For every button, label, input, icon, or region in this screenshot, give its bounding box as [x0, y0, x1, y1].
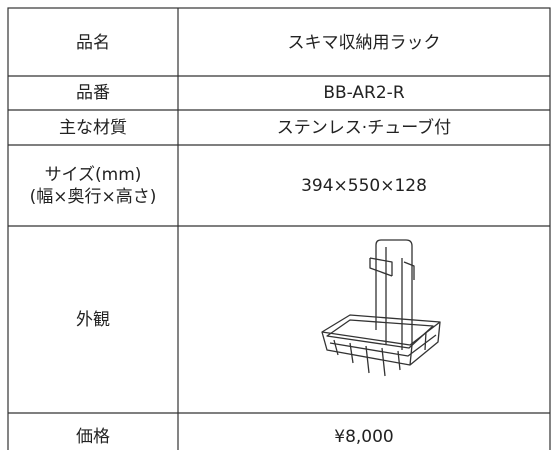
row-label: (幅×奥行×高さ) [30, 187, 157, 207]
product-image [321, 239, 441, 377]
row-label: 価格 [76, 427, 110, 447]
row-label: サイズ(mm) [45, 165, 142, 185]
row-value: BB-AR2-R [323, 83, 404, 103]
table-grid [7, 7, 551, 450]
row-label: 品名 [76, 33, 110, 53]
row-value: ¥8,000 [334, 427, 393, 447]
row-value: ステンレス·チューブ付 [277, 117, 451, 138]
table-border [7, 7, 551, 450]
row-label: 品番 [76, 83, 110, 103]
row-label: 外観 [76, 310, 110, 330]
row-value: スキマ収納用ラック [288, 33, 441, 53]
row-value: 394×550×128 [301, 176, 427, 196]
row-label: 主な材質 [59, 118, 127, 138]
